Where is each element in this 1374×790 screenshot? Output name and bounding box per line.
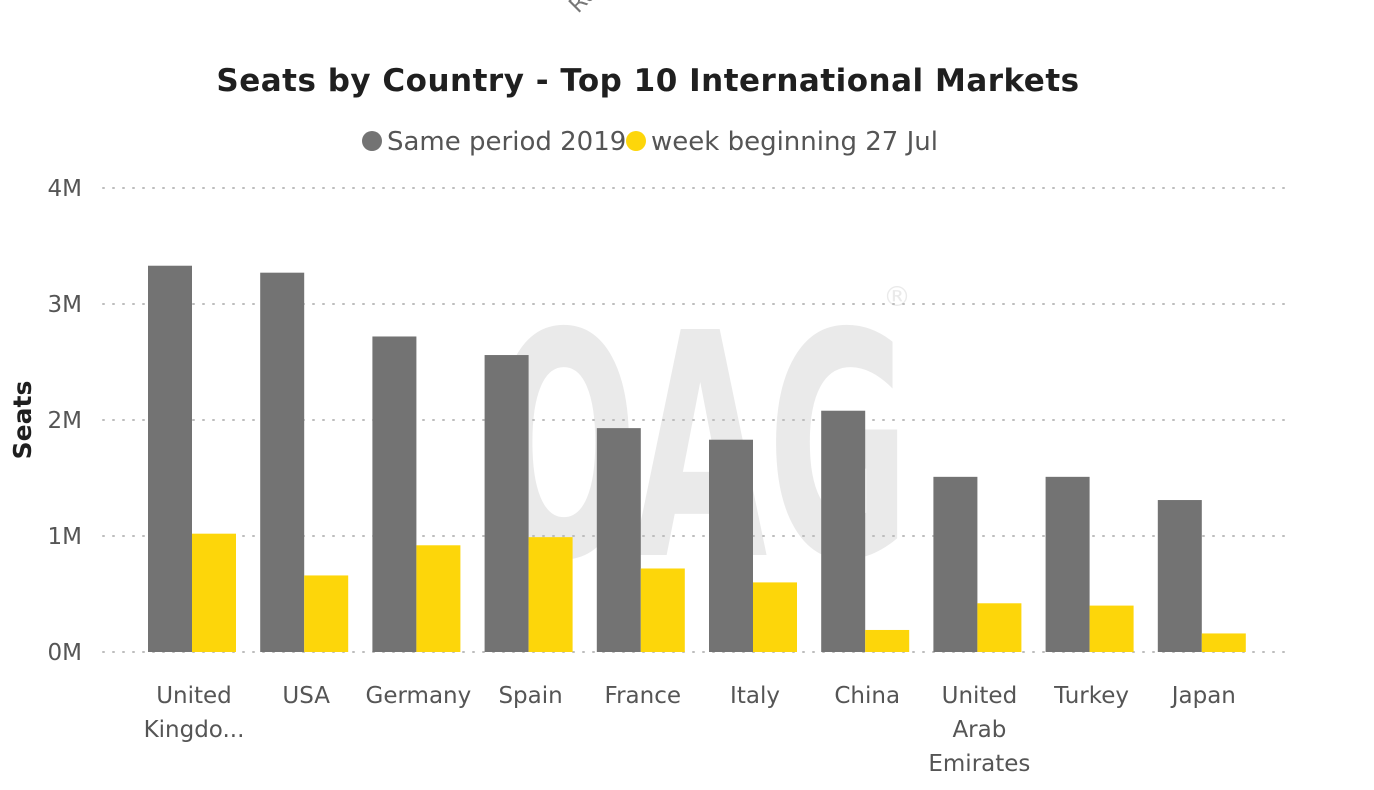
legend-marker-2019 [362, 131, 382, 151]
bar-week-2[interactable] [416, 545, 461, 652]
x-tick-label: Arab [952, 717, 1006, 743]
cut-off-label: Ru [565, 0, 603, 18]
x-tick-label: Japan [1170, 683, 1236, 709]
bar-week-3[interactable] [528, 537, 573, 652]
bar-week-6[interactable] [865, 629, 910, 652]
bar-2019-2[interactable] [372, 336, 417, 652]
x-tick-label: Spain [498, 683, 562, 709]
legend-label-week: week beginning 27 Jul [651, 127, 938, 157]
y-tick-label: 2M [48, 408, 82, 434]
x-tick-label: Emirates [928, 751, 1030, 777]
bar-week-5[interactable] [753, 582, 797, 652]
bar-2019-4[interactable] [596, 428, 641, 652]
bar-2019-5[interactable] [709, 439, 753, 652]
bars [148, 265, 1246, 652]
legend: Same period 2019 week beginning 27 Jul [362, 127, 938, 157]
bar-2019-3[interactable] [484, 355, 529, 652]
y-axis-ticks: 0M 1M 2M 3M 4M [48, 176, 82, 666]
x-axis-ticks: United Kingdo... USA Germany Spain France Ital… [144, 683, 1236, 777]
bar-2019-0[interactable] [148, 265, 192, 652]
bar-week-1[interactable] [304, 575, 349, 652]
bar-week-0[interactable] [192, 533, 236, 652]
chart-title: Seats by Country - Top 10 International … [216, 63, 1079, 99]
x-tick-label: United [942, 683, 1018, 709]
y-tick-label: 1M [48, 524, 82, 550]
bar-2019-9[interactable] [1157, 500, 1202, 652]
x-tick-label: Italy [730, 683, 780, 709]
x-tick-label: United [156, 683, 232, 709]
bar-2019-1[interactable] [260, 272, 305, 652]
x-tick-label: Kingdo... [144, 717, 245, 743]
bar-week-9[interactable] [1201, 633, 1246, 652]
bar-week-7[interactable] [977, 603, 1022, 652]
x-tick-label: China [834, 683, 900, 709]
y-axis-title: Seats [8, 381, 37, 460]
y-tick-label: 0M [48, 640, 82, 666]
bar-week-4[interactable] [640, 568, 685, 652]
legend-marker-week [626, 131, 646, 151]
bar-2019-6[interactable] [821, 410, 866, 652]
x-tick-label: Turkey [1053, 683, 1129, 709]
legend-label-2019: Same period 2019 [387, 127, 626, 157]
registered-mark: ® [883, 280, 911, 313]
y-tick-label: 4M [48, 176, 82, 202]
bar-week-8[interactable] [1089, 605, 1134, 652]
bar-2019-7[interactable] [933, 476, 978, 652]
x-tick-label: USA [282, 683, 330, 709]
x-tick-label: France [605, 683, 681, 709]
x-tick-label: Germany [366, 683, 472, 709]
bar-2019-8[interactable] [1045, 476, 1090, 652]
y-tick-label: 3M [48, 292, 82, 318]
